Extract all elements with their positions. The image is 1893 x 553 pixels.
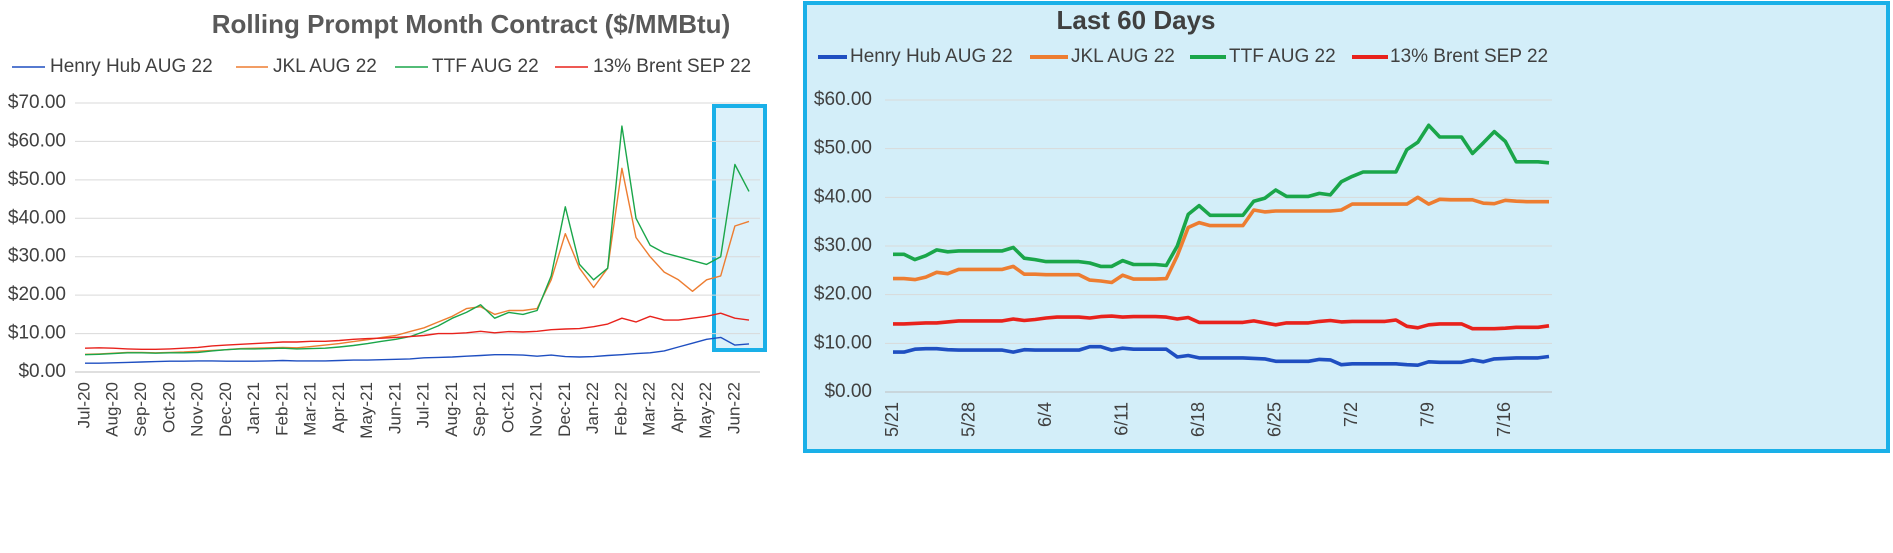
x-tick-label: Feb-21: [272, 382, 291, 436]
y-tick-label: $10.00: [814, 332, 872, 353]
x-tick-label: May-22: [696, 382, 715, 439]
legend-label: Henry Hub AUG 22: [850, 46, 1013, 67]
series-line: [893, 314, 1550, 331]
y-tick-label: $60.00: [814, 89, 872, 110]
x-tick-label: 6/11: [1111, 402, 1131, 436]
x-tick-label: Jul-21: [414, 382, 433, 428]
series-line: [893, 195, 1549, 285]
x-tick-label: Aug-21: [442, 382, 461, 437]
y-tick-label: $40.00: [814, 186, 872, 207]
x-tick-label: Mar-22: [640, 382, 659, 436]
x-tick-label: Oct-21: [498, 382, 517, 433]
y-tick-label: $70.00: [8, 92, 66, 113]
y-tick-label: $50.00: [8, 169, 66, 190]
x-tick-label: 5/21: [882, 402, 902, 437]
x-tick-label: Jun-21: [385, 382, 404, 434]
x-tick-label: Apr-21: [329, 382, 348, 433]
series-line: [893, 123, 1550, 269]
x-tick-label: 7/2: [1341, 402, 1361, 427]
highlight-box: [712, 104, 767, 352]
y-tick-label: $20.00: [814, 284, 872, 305]
series-line: [893, 344, 1550, 367]
x-tick-label: Jul-20: [74, 382, 93, 428]
legend-label: TTF AUG 22: [432, 56, 539, 77]
x-tick-label: Apr-22: [668, 382, 687, 433]
y-tick-label: $30.00: [814, 235, 872, 256]
series-line: [85, 336, 750, 364]
x-tick-label: 7/9: [1417, 402, 1437, 427]
x-tick-label: 6/4: [1035, 402, 1055, 427]
x-tick-label: Nov-20: [188, 382, 207, 437]
series-line: [84, 312, 750, 350]
legend-label: JKL AUG 22: [1071, 46, 1175, 67]
x-tick-label: 6/25: [1264, 402, 1284, 437]
y-tick-label: $40.00: [8, 207, 66, 228]
x-tick-label: Jun-22: [724, 382, 743, 434]
x-tick-label: 6/18: [1188, 402, 1208, 437]
legend-label: JKL AUG 22: [273, 56, 377, 77]
x-tick-label: 7/16: [1494, 402, 1514, 437]
series-line: [84, 125, 750, 356]
legend-label: 13% Brent SEP 22: [1390, 46, 1548, 67]
y-tick-label: $20.00: [8, 284, 66, 305]
chart-title: Last 60 Days: [1057, 5, 1216, 35]
x-tick-label: Sep-21: [470, 382, 489, 437]
legend-label: 13% Brent SEP 22: [593, 56, 751, 77]
chart-title: Rolling Prompt Month Contract ($/MMBtu): [212, 9, 730, 39]
y-tick-label: $0.00: [18, 361, 66, 382]
x-tick-label: Jan-21: [244, 382, 263, 434]
series-line: [84, 167, 750, 355]
x-tick-label: Dec-21: [555, 382, 574, 437]
legend-label: TTF AUG 22: [1229, 46, 1336, 67]
x-tick-label: Dec-20: [216, 382, 235, 437]
y-tick-label: $10.00: [8, 323, 66, 344]
y-tick-label: $0.00: [824, 381, 872, 402]
x-tick-label: Mar-21: [301, 382, 320, 436]
x-tick-label: 5/28: [958, 402, 978, 437]
x-tick-label: Aug-20: [103, 382, 122, 437]
x-tick-label: Oct-20: [159, 382, 178, 433]
y-tick-label: $50.00: [814, 138, 872, 159]
x-tick-label: Jan-22: [583, 382, 602, 434]
x-tick-label: Feb-22: [611, 382, 630, 436]
x-tick-label: Nov-21: [527, 382, 546, 437]
x-tick-label: Sep-20: [131, 382, 150, 437]
x-tick-label: May-21: [357, 382, 376, 439]
panel-frame: [803, 1, 1890, 453]
y-tick-label: $30.00: [8, 246, 66, 267]
legend-label: Henry Hub AUG 22: [50, 56, 213, 77]
y-tick-label: $60.00: [8, 130, 66, 151]
